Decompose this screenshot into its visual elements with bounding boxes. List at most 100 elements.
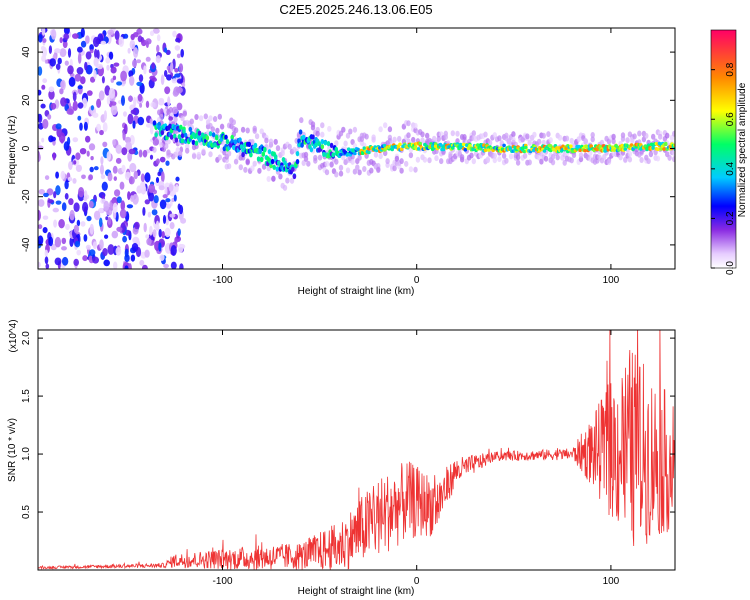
ridge-blob [524, 145, 528, 150]
halo-blob [317, 154, 323, 161]
noise-blob [80, 76, 86, 85]
halo-blob [343, 140, 348, 147]
noise-blob [83, 195, 88, 202]
noise-blob [169, 213, 176, 218]
noise-blob [126, 204, 134, 209]
noise-blob [76, 67, 84, 75]
noise-blob [85, 135, 91, 143]
halo-blob [492, 152, 497, 159]
noise-blob [38, 261, 41, 268]
ridge-blob [239, 144, 244, 150]
noise-blob [162, 214, 167, 224]
noise-blob [80, 221, 86, 227]
noise-blob [180, 217, 187, 224]
halo-blob [341, 154, 346, 161]
halo-blob [487, 139, 493, 146]
ridge-blob [259, 156, 264, 163]
halo-blob [455, 130, 460, 137]
noise-blob [174, 68, 179, 73]
halo-blob [194, 114, 199, 120]
halo-blob [511, 136, 516, 143]
noise-blob [73, 258, 79, 266]
halo-blob [515, 159, 521, 166]
halo-blob [252, 160, 257, 167]
noise-blob [173, 194, 177, 202]
noise-blob [164, 227, 171, 238]
noise-blob [142, 149, 148, 158]
noise-blob [103, 110, 107, 121]
ridge-blob [339, 152, 343, 157]
halo-blob [345, 132, 351, 139]
noise-blob [115, 246, 122, 256]
halo-blob [299, 117, 304, 124]
ridge-blob [301, 134, 306, 140]
halo-blob [450, 130, 455, 137]
halo-blob [508, 153, 514, 160]
noise-blob [47, 114, 52, 120]
noise-blob [64, 193, 69, 200]
halo-blob [627, 151, 633, 157]
noise-blob [137, 116, 145, 126]
halo-blob [515, 154, 521, 161]
halo-blob [415, 156, 421, 163]
noise-blob [93, 166, 99, 171]
spectrogram-image [38, 28, 675, 269]
noise-blob [144, 249, 150, 258]
halo-blob [383, 122, 388, 129]
halo-blob [569, 137, 574, 144]
noise-blob [112, 202, 118, 214]
halo-blob [504, 157, 509, 164]
halo-blob [639, 157, 644, 163]
x-tick-label: -100 [212, 275, 232, 286]
noise-blob [156, 44, 160, 53]
ridge-blob [152, 120, 157, 126]
noise-blob [77, 102, 84, 109]
noise-blob [130, 109, 137, 115]
noise-blob [85, 244, 91, 250]
halo-blob [455, 138, 460, 145]
halo-blob [392, 136, 397, 143]
halo-blob [278, 173, 283, 180]
noise-blob [127, 263, 132, 269]
noise-blob [53, 191, 57, 199]
halo-blob [602, 153, 607, 160]
noise-blob [140, 173, 145, 183]
noise-blob [164, 70, 168, 77]
noise-blob [105, 57, 111, 64]
halo-blob [287, 143, 292, 150]
noise-blob [136, 59, 142, 64]
ridge-blob [326, 141, 331, 147]
noise-blob [124, 136, 131, 144]
x-tick-label: 100 [603, 576, 620, 587]
noise-blob [49, 58, 56, 67]
colorbar-tick-label: 0.4 [725, 161, 736, 175]
halo-blob [564, 135, 570, 142]
noise-blob [67, 176, 73, 182]
ridge-blob [656, 147, 660, 152]
halo-blob [620, 135, 626, 142]
noise-blob [54, 257, 62, 266]
ridge-blob [249, 152, 253, 158]
halo-blob [469, 152, 474, 159]
noise-blob [42, 118, 49, 129]
halo-blob [397, 135, 402, 142]
noise-blob [138, 149, 143, 158]
noise-blob [120, 200, 126, 211]
noise-blob [108, 51, 114, 60]
noise-blob [174, 45, 181, 51]
noise-blob [111, 230, 119, 239]
noise-blob [176, 78, 184, 84]
noise-blob [90, 105, 94, 111]
noise-blob [83, 234, 88, 242]
noise-blob [65, 223, 70, 230]
noise-blob [106, 64, 110, 71]
ridge-blob [180, 133, 185, 139]
halo-blob [303, 151, 309, 158]
noise-blob [55, 200, 62, 205]
halo-blob [289, 177, 295, 184]
halo-blob [245, 159, 250, 166]
noise-blob [149, 30, 155, 37]
halo-blob [497, 156, 502, 163]
noise-blob [58, 132, 66, 144]
ridge-blob [483, 148, 488, 153]
